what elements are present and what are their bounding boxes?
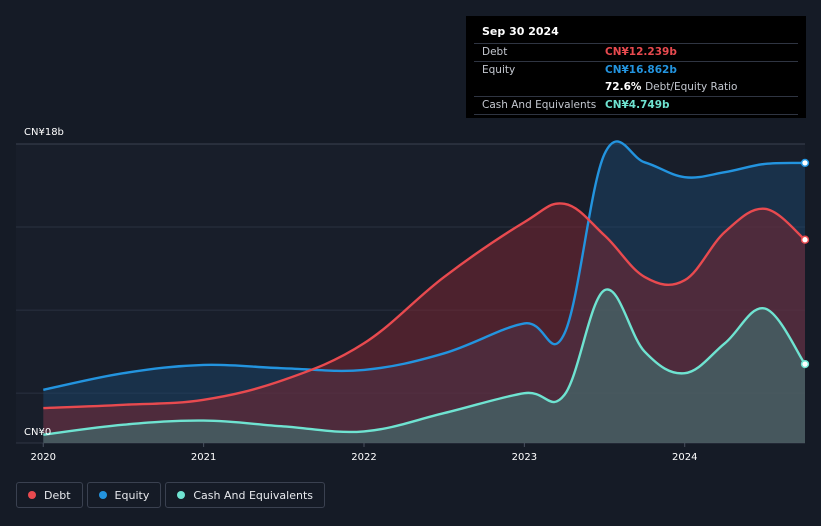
legend-item-equity[interactable]: Equity xyxy=(86,482,162,508)
legend-cash-label: Cash And Equivalents xyxy=(193,488,313,502)
cash-and-equivalents-area xyxy=(43,289,805,443)
series-areas xyxy=(43,141,805,443)
debt-end-point xyxy=(800,235,810,244)
tooltip-ratio: 72.6% Debt/Equity Ratio xyxy=(605,81,737,93)
equity-end-point xyxy=(800,158,810,168)
legend-item-cash[interactable]: Cash And Equivalents xyxy=(165,482,325,508)
debt-area xyxy=(43,203,805,443)
series-end-markers xyxy=(800,158,810,369)
tooltip-debt-label: Debt xyxy=(482,46,508,58)
legend-item-debt[interactable]: Debt xyxy=(16,482,83,508)
x-tick-label: 2022 xyxy=(351,452,376,463)
tooltip-ratio-value: 72.6% xyxy=(605,81,642,93)
tooltip-panel: Sep 30 2024 Debt CN¥12.239b Equity CN¥16… xyxy=(466,16,806,118)
series-lines xyxy=(43,140,805,436)
x-tick-label: 2021 xyxy=(191,452,216,463)
x-tick-label: 2023 xyxy=(512,452,537,463)
legend-cash-dot-icon xyxy=(177,491,186,499)
tooltip-debt-value: CN¥12.239b xyxy=(605,46,677,58)
legend-equity-dot-icon xyxy=(98,491,107,499)
x-tick-label: 2020 xyxy=(31,452,56,463)
legend-debt-dot-icon xyxy=(28,491,36,499)
tooltip-ratio-label: Debt/Equity Ratio xyxy=(645,81,738,93)
equity-line xyxy=(43,140,805,391)
tooltip-date: Sep 30 2024 xyxy=(482,25,559,38)
y-tick-label-bottom: CN¥0 xyxy=(24,427,51,438)
cash-and-equivalents-end-point xyxy=(800,359,810,369)
tooltip-cash-label: Cash And Equivalents xyxy=(482,99,597,111)
debt-line xyxy=(43,202,805,410)
cash-and-equivalents-line xyxy=(43,288,805,436)
y-tick-label-top: CN¥18b xyxy=(24,127,64,138)
tooltip-cash-value: CN¥4.749b xyxy=(605,99,670,111)
legend-equity-label: Equity xyxy=(114,488,150,502)
tooltip-bottom-rule xyxy=(474,114,798,116)
tooltip-row-cash: Cash And Equivalents CN¥4.749b xyxy=(474,96,798,114)
tooltip-row-ratio: 72.6% Debt/Equity Ratio xyxy=(474,79,798,96)
legend: Debt Equity Cash And Equivalents xyxy=(16,482,329,508)
tooltip-row-equity: Equity CN¥16.862b xyxy=(474,61,798,79)
tooltip-equity-value: CN¥16.862b xyxy=(605,64,677,76)
tooltip-equity-label: Equity xyxy=(482,64,516,76)
x-axis: 2020 2021 2022 2023 2024 xyxy=(31,443,697,463)
tooltip-row-debt: Debt CN¥12.239b xyxy=(474,43,798,61)
x-tick-label: 2024 xyxy=(672,452,697,463)
legend-debt-label: Debt xyxy=(44,488,71,502)
